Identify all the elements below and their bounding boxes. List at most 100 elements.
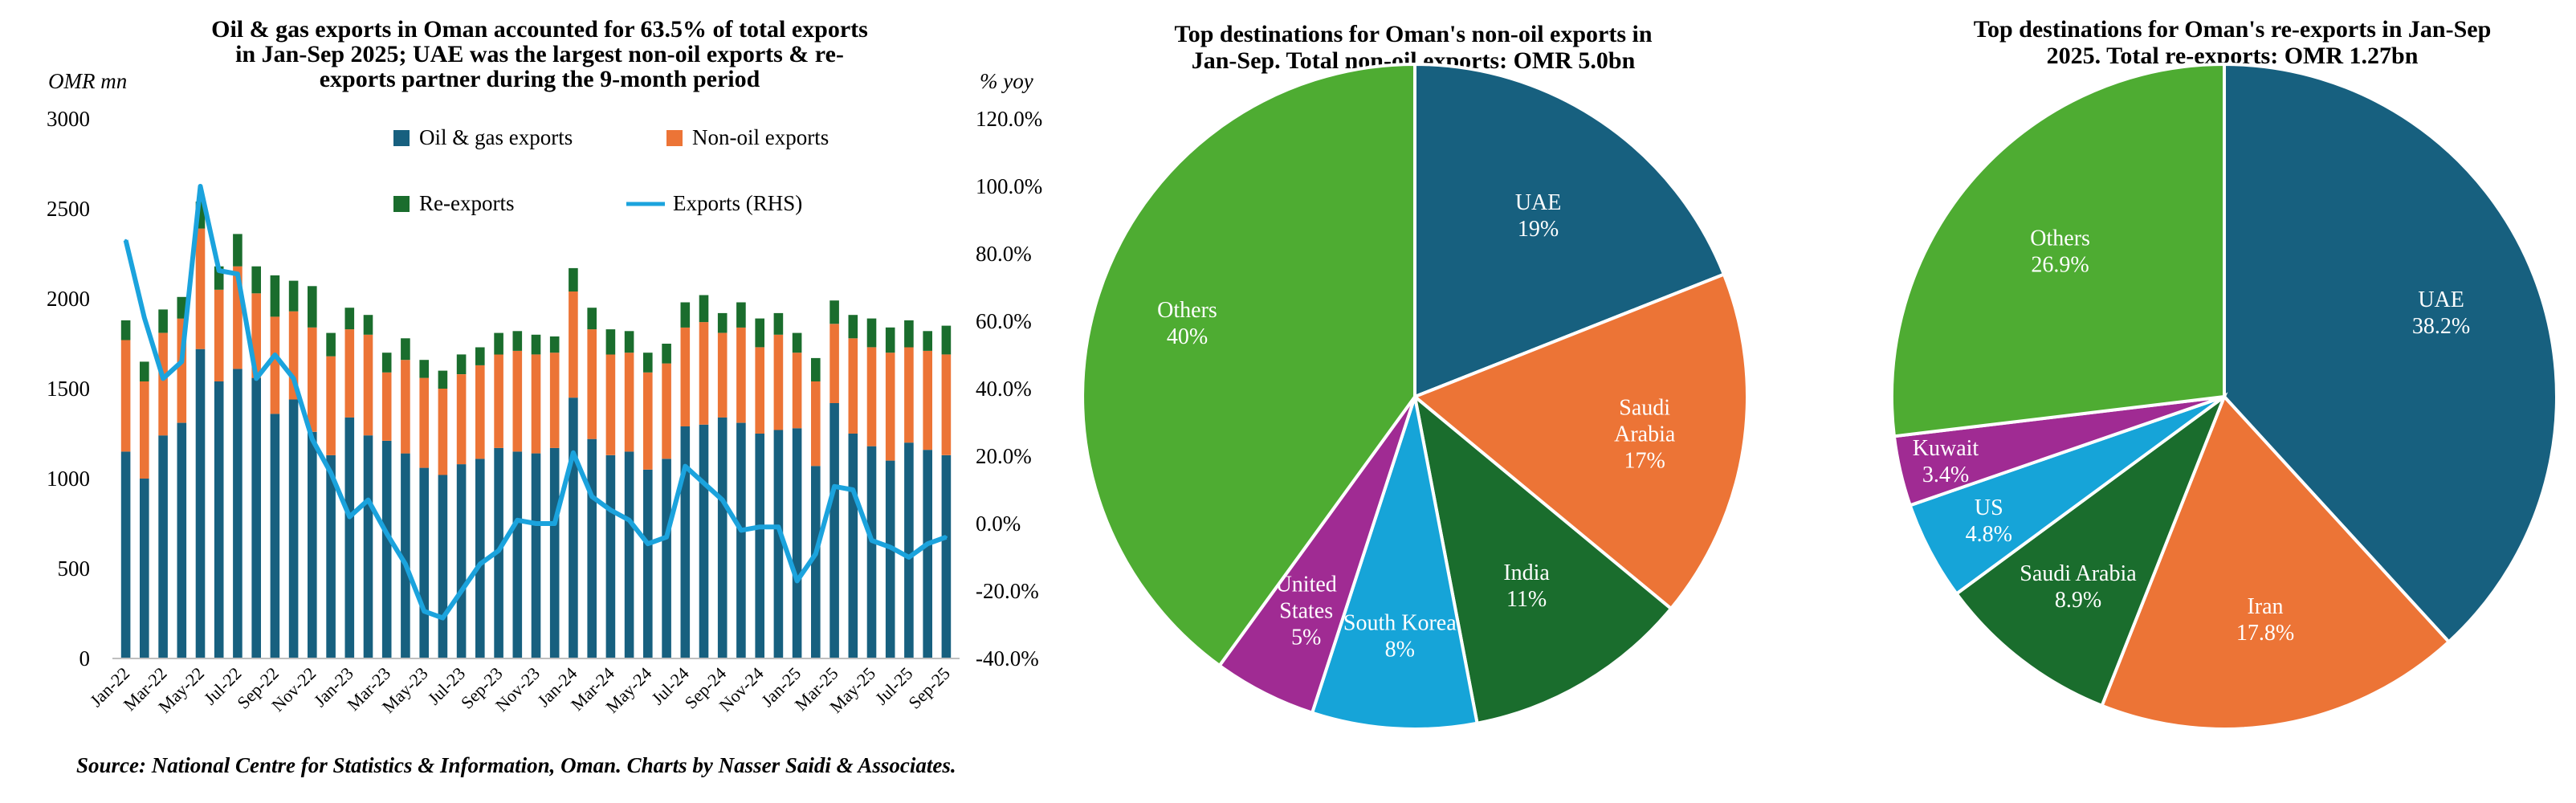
bar-segment-re-exports: [251, 266, 261, 294]
legend-swatch: [393, 196, 410, 212]
bar-chart-title-line: exports partner during the 9-month perio…: [320, 66, 760, 92]
exports-yoy-point: [329, 471, 332, 475]
bar-segment-oil-gas: [829, 402, 839, 658]
pie-slice-name: US: [1975, 495, 2003, 520]
bar-chart-title: Oil & gas exports in Oman accounted for …: [211, 16, 868, 92]
bar-segment-oil-gas: [605, 454, 616, 658]
pie-title-line: Top destinations for Oman's non-oil expo…: [1174, 21, 1652, 47]
bar-segment-re-exports: [531, 334, 541, 355]
bar-segment-re-exports: [401, 338, 410, 361]
bar-segment-oil-gas: [923, 450, 932, 658]
pie-slice: [2223, 62, 2558, 645]
x-axis-ticks: Jan-22Mar-22May-22Jul-22Sep-22Nov-22Jan-…: [86, 663, 954, 717]
bar-segment-re-exports: [363, 315, 373, 335]
bar-segment-non-oil: [214, 289, 224, 381]
pie-slice-name: UAE: [2418, 287, 2464, 312]
pie-slice-value: 4.8%: [1966, 522, 2012, 547]
right-axis-tick-label: 120.0%: [976, 107, 1042, 131]
bar-segment-non-oil: [326, 356, 336, 455]
left-axis-tick-label: 1500: [47, 377, 90, 401]
bar-segment-non-oil: [755, 347, 764, 434]
pie-slice-value: 17.8%: [2236, 621, 2294, 646]
exports-yoy-point: [385, 532, 389, 536]
left-axis-tick-label: 0: [79, 646, 91, 671]
bar-segment-oil-gas: [140, 479, 149, 658]
bar-segment-non-oil: [308, 327, 317, 432]
bar-segment-non-oil: [773, 334, 784, 430]
exports-yoy-point: [535, 522, 537, 525]
bar-segment-re-exports: [344, 308, 355, 330]
exports-yoy-point: [907, 556, 911, 559]
bar-segment-re-exports: [512, 331, 523, 351]
exports-yoy-point: [590, 495, 593, 498]
bar-segment-non-oil: [512, 351, 523, 452]
exports-yoy-point: [646, 542, 650, 545]
pie-slice: [1889, 62, 2226, 438]
bar-segment-oil-gas: [363, 435, 373, 658]
bar-segment-non-oil: [381, 372, 392, 441]
bar-segment-re-exports: [811, 357, 821, 381]
bar-segment-re-exports: [624, 331, 634, 353]
exports-yoy-point: [479, 562, 482, 565]
bar-segment-non-oil: [885, 353, 895, 461]
exports-yoy-point: [218, 269, 221, 272]
bar-segment-re-exports: [494, 332, 503, 355]
non-oil-exports-pie-chart: Top destinations for Oman's non-oil expo…: [1081, 21, 1749, 732]
bar-segment-re-exports: [195, 202, 206, 229]
right-axis-tick-label: 40.0%: [976, 377, 1032, 401]
pie-slice-value: 38.2%: [2412, 314, 2470, 339]
legend-label: Oil & gas exports: [419, 125, 573, 149]
bar-segment-oil-gas: [904, 442, 914, 658]
stacked-bars: [120, 202, 952, 658]
right-axis-tick-label: 60.0%: [976, 309, 1032, 333]
exports-yoy-point: [348, 516, 351, 519]
exports-yoy-point: [609, 508, 612, 512]
exports-yoy-point: [572, 451, 575, 454]
bar-segment-oil-gas: [811, 466, 821, 658]
bar-segment-oil-gas: [251, 377, 261, 658]
bar-segment-re-exports: [587, 308, 597, 330]
bar-segment-re-exports: [475, 347, 485, 365]
bar-segment-re-exports: [736, 302, 746, 328]
bar-segment-oil-gas: [120, 451, 131, 658]
pie-slice-name: India: [1503, 560, 1550, 585]
bar-segment-re-exports: [680, 302, 691, 328]
exports-yoy-point: [740, 528, 743, 532]
exports-yoy-point: [683, 465, 687, 468]
bar-segment-non-oil: [531, 354, 541, 454]
exports-yoy-point: [367, 499, 369, 502]
bar-segment-oil-gas: [848, 434, 858, 658]
bar-segment-non-oil: [494, 354, 503, 448]
bar-segment-re-exports: [904, 320, 914, 348]
bar-segment-oil-gas: [308, 431, 317, 658]
left-axis-ticks: 0 500 1000 1500 2000 2500 3000: [47, 107, 90, 671]
exports-yoy-point: [180, 360, 183, 363]
bar-segment-oil-gas: [549, 447, 560, 658]
legend-label: Exports (RHS): [673, 191, 802, 215]
bar-segment-non-oil: [680, 327, 691, 426]
bar-segment-non-oil: [624, 353, 634, 452]
bar-segment-oil-gas: [158, 435, 168, 658]
right-axis-tick-label: -20.0%: [976, 579, 1039, 603]
pie-slice-value: 19%: [1518, 217, 1559, 242]
exports-yoy-point: [814, 552, 817, 556]
bar-segment-oil-gas: [438, 475, 448, 658]
pie-slice: [1412, 392, 1673, 726]
bar-segment-oil-gas: [512, 451, 523, 658]
bar-segment-re-exports: [885, 327, 895, 353]
bar-segment-oil-gas: [456, 464, 467, 658]
bar-segment-non-oil: [177, 318, 187, 423]
bar-segment-oil-gas: [643, 469, 653, 658]
bar-segment-oil-gas: [736, 422, 746, 658]
pie-slice-value: 3.4%: [1922, 463, 1969, 487]
bar-segment-oil-gas: [288, 399, 299, 658]
exports-yoy-point: [703, 482, 705, 485]
bar-segment-non-oil: [792, 353, 802, 429]
bar-segment-oil-gas: [941, 454, 952, 658]
bar-segment-re-exports: [848, 315, 858, 339]
exports-yoy-point: [833, 485, 836, 488]
bar-segment-re-exports: [605, 329, 616, 355]
bar-segment-re-exports: [792, 332, 802, 353]
bar-segment-oil-gas: [680, 426, 691, 658]
bar-segment-re-exports: [923, 331, 932, 351]
